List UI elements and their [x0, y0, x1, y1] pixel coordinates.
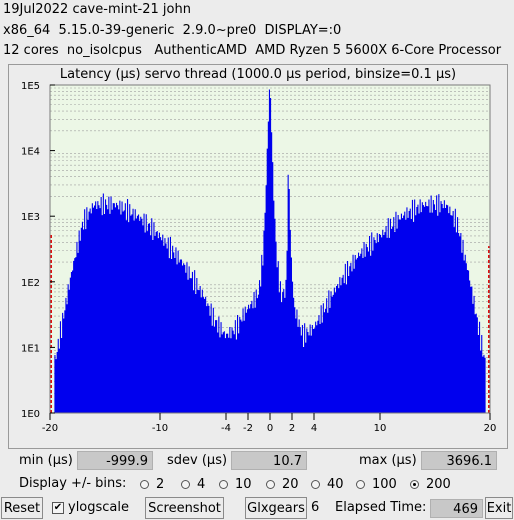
chart-title: Latency (µs) servo thread (1000.0 µs per…	[60, 67, 456, 82]
x-tick-label: -2	[243, 423, 253, 434]
sdev-label: sdev (µs)	[167, 453, 228, 468]
exit-button[interactable]: Exit	[485, 497, 513, 519]
x-tick-label: -10	[152, 423, 168, 434]
header-line-cpu: 12 cores no_isolcpus AuthenticAMD AMD Ry…	[3, 43, 502, 58]
bins-option-2[interactable]: 2	[140, 476, 164, 492]
y-tick-label: 1E1	[21, 343, 40, 354]
bins-option-4[interactable]: 4	[181, 476, 205, 492]
y-tick-label: 1E4	[21, 147, 40, 158]
reset-button[interactable]: Reset	[1, 497, 43, 519]
x-tick-label: 2	[289, 423, 295, 434]
y-tick-label: 1E2	[21, 278, 40, 289]
max-value: 3696.1	[421, 451, 497, 470]
screenshot-button[interactable]: Screenshot	[145, 497, 224, 519]
elapsed-time-label: Elapsed Time:	[335, 500, 427, 515]
sdev-value: 10.7	[231, 451, 307, 470]
x-tick-label: 20	[484, 423, 497, 434]
bins-option-20[interactable]: 20	[266, 476, 299, 492]
min-value: -999.9	[77, 451, 153, 470]
latency-histogram-panel: Latency (µs) servo thread (1000.0 µs per…	[8, 64, 508, 449]
radio-icon[interactable]	[311, 479, 320, 489]
x-tick-label: 4	[311, 423, 317, 434]
bins-label: Display +/- bins:	[19, 476, 127, 491]
bins-option-200[interactable]: 200	[410, 476, 451, 492]
header-line-date-host: 19Jul2022 cave-mint-21 john	[3, 2, 191, 17]
radio-icon[interactable]	[219, 479, 228, 489]
latency-histogram-chart: Latency (µs) servo thread (1000.0 µs per…	[21, 67, 497, 434]
histogram-bars	[54, 89, 486, 414]
x-tick-label: -4	[221, 423, 231, 434]
bins-option-40[interactable]: 40	[311, 476, 344, 492]
min-label: min (µs)	[19, 453, 73, 468]
ylogscale-checkbox[interactable]: ✔ ylogscale	[52, 500, 130, 515]
radio-icon[interactable]	[266, 479, 275, 489]
elapsed-time-value: 469	[430, 499, 483, 518]
x-tick-label: 0	[267, 423, 273, 434]
x-tick-label: 10	[374, 423, 387, 434]
radio-icon[interactable]	[140, 479, 149, 489]
y-tick-label: 1E3	[21, 212, 40, 223]
header-line-kernel: x86_64 5.15.0-39-generic 2.9.0~pre0 DISP…	[3, 23, 342, 38]
glxgears-button[interactable]: Glxgears	[245, 497, 307, 519]
radio-icon[interactable]	[181, 479, 190, 489]
glxgears-count: 6	[311, 500, 320, 515]
checkbox-checked-icon[interactable]: ✔	[52, 502, 64, 514]
bins-option-100[interactable]: 100	[356, 476, 397, 492]
max-label: max (µs)	[359, 453, 417, 468]
y-tick-label: 1E5	[21, 81, 40, 92]
radio-icon[interactable]	[356, 479, 365, 489]
y-tick-label: 1E0	[21, 409, 40, 420]
x-tick-label: -20	[42, 423, 58, 434]
radio-selected-icon[interactable]	[410, 479, 419, 489]
bins-option-10[interactable]: 10	[219, 476, 252, 492]
